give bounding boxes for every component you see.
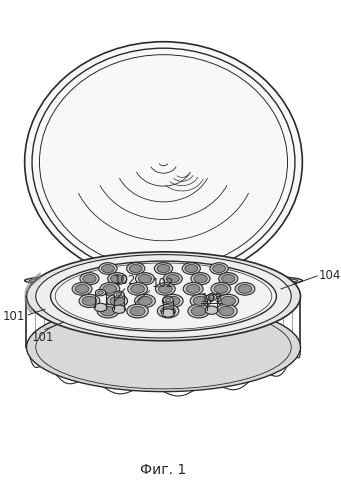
Ellipse shape: [97, 304, 119, 318]
Ellipse shape: [188, 304, 209, 318]
Ellipse shape: [135, 294, 155, 308]
Ellipse shape: [211, 282, 231, 295]
Ellipse shape: [161, 306, 176, 316]
Ellipse shape: [127, 304, 148, 318]
Ellipse shape: [108, 272, 127, 285]
Ellipse shape: [157, 264, 170, 272]
Ellipse shape: [27, 303, 300, 392]
Ellipse shape: [191, 306, 206, 316]
Ellipse shape: [79, 294, 100, 308]
Ellipse shape: [209, 296, 214, 299]
Ellipse shape: [114, 291, 124, 298]
Ellipse shape: [221, 296, 236, 306]
Text: 102: 102: [114, 274, 136, 287]
Ellipse shape: [194, 274, 207, 283]
Ellipse shape: [216, 304, 237, 318]
Text: 101: 101: [32, 332, 54, 344]
Ellipse shape: [110, 296, 124, 306]
Ellipse shape: [101, 306, 116, 316]
Ellipse shape: [99, 262, 117, 274]
Ellipse shape: [214, 284, 228, 294]
Ellipse shape: [25, 273, 302, 288]
Ellipse shape: [50, 261, 277, 332]
Ellipse shape: [163, 296, 173, 303]
Text: 102: 102: [151, 277, 174, 290]
Ellipse shape: [238, 284, 252, 294]
Ellipse shape: [154, 262, 173, 274]
Ellipse shape: [98, 291, 103, 294]
Ellipse shape: [128, 282, 147, 295]
Ellipse shape: [222, 274, 235, 283]
Ellipse shape: [190, 294, 211, 308]
Ellipse shape: [218, 294, 239, 308]
Ellipse shape: [103, 284, 117, 294]
Ellipse shape: [163, 272, 182, 285]
Ellipse shape: [166, 274, 179, 283]
Ellipse shape: [75, 284, 89, 294]
Ellipse shape: [83, 274, 96, 283]
Ellipse shape: [158, 304, 179, 318]
Ellipse shape: [219, 306, 234, 316]
Text: 103: 103: [201, 292, 223, 304]
Ellipse shape: [162, 294, 183, 308]
Ellipse shape: [235, 282, 255, 295]
Ellipse shape: [100, 282, 120, 295]
Ellipse shape: [210, 262, 228, 274]
Ellipse shape: [162, 309, 175, 317]
Ellipse shape: [113, 305, 125, 314]
Text: 104: 104: [319, 270, 341, 282]
Ellipse shape: [129, 264, 142, 272]
Ellipse shape: [205, 306, 218, 314]
Ellipse shape: [72, 282, 92, 295]
Ellipse shape: [155, 282, 175, 295]
Ellipse shape: [185, 264, 198, 272]
Ellipse shape: [131, 284, 145, 294]
Ellipse shape: [186, 284, 200, 294]
Ellipse shape: [138, 296, 152, 306]
Ellipse shape: [219, 272, 238, 285]
Ellipse shape: [159, 284, 172, 294]
Ellipse shape: [82, 296, 97, 306]
Text: Фиг. 1: Фиг. 1: [140, 464, 187, 477]
Ellipse shape: [138, 274, 152, 283]
Ellipse shape: [207, 294, 217, 300]
Ellipse shape: [183, 282, 203, 295]
Ellipse shape: [80, 272, 99, 285]
Ellipse shape: [165, 298, 171, 302]
Ellipse shape: [191, 272, 210, 285]
Ellipse shape: [135, 272, 154, 285]
Ellipse shape: [95, 290, 106, 296]
Ellipse shape: [94, 303, 107, 312]
Ellipse shape: [213, 264, 225, 272]
Ellipse shape: [110, 274, 124, 283]
Ellipse shape: [127, 262, 145, 274]
Ellipse shape: [25, 42, 302, 282]
Ellipse shape: [107, 294, 128, 308]
Ellipse shape: [165, 296, 180, 306]
Text: 101: 101: [2, 310, 25, 323]
Ellipse shape: [193, 296, 208, 306]
Ellipse shape: [182, 262, 201, 274]
Ellipse shape: [36, 254, 291, 338]
Ellipse shape: [27, 252, 300, 340]
Ellipse shape: [102, 264, 114, 272]
Ellipse shape: [116, 292, 122, 296]
Ellipse shape: [130, 306, 145, 316]
